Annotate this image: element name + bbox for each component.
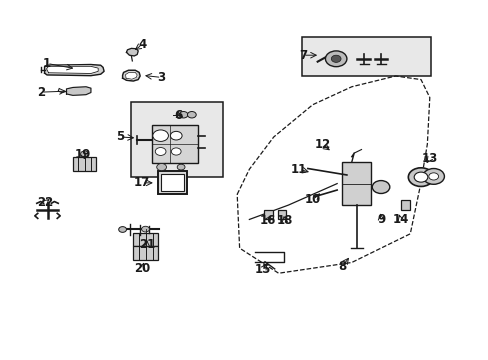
Polygon shape	[122, 70, 140, 81]
Text: 11: 11	[290, 163, 306, 176]
Circle shape	[177, 164, 184, 170]
Circle shape	[325, 51, 346, 67]
Circle shape	[153, 130, 168, 141]
Polygon shape	[66, 87, 91, 95]
Text: 5: 5	[116, 130, 124, 144]
Text: 3: 3	[157, 71, 165, 84]
Text: 4: 4	[138, 38, 146, 51]
Text: 14: 14	[391, 213, 408, 226]
Text: 17: 17	[134, 176, 150, 189]
Polygon shape	[126, 48, 138, 56]
Circle shape	[81, 151, 88, 157]
Bar	[152, 125, 198, 163]
Polygon shape	[125, 72, 137, 79]
Bar	[133, 233, 158, 246]
Bar	[73, 157, 96, 171]
Text: 16: 16	[259, 214, 276, 227]
Text: 21: 21	[139, 238, 155, 251]
Bar	[133, 246, 158, 260]
Text: 9: 9	[376, 213, 385, 226]
Text: 2: 2	[37, 86, 45, 99]
Bar	[400, 201, 409, 211]
Text: 18: 18	[276, 214, 292, 227]
Bar	[264, 211, 272, 220]
Circle shape	[407, 168, 433, 186]
Text: 13: 13	[421, 152, 437, 165]
Circle shape	[171, 148, 181, 155]
Text: 15: 15	[254, 263, 271, 276]
Bar	[277, 211, 286, 220]
Circle shape	[119, 226, 126, 232]
Bar	[341, 162, 370, 205]
Polygon shape	[44, 64, 104, 76]
Bar	[131, 102, 222, 177]
Circle shape	[371, 181, 389, 193]
Text: 8: 8	[337, 260, 346, 273]
Circle shape	[187, 112, 196, 118]
Circle shape	[157, 163, 166, 171]
Circle shape	[142, 226, 149, 232]
Bar	[158, 171, 186, 194]
Circle shape	[170, 131, 182, 140]
Text: 22: 22	[38, 196, 54, 209]
Text: 6: 6	[174, 109, 183, 122]
Bar	[302, 37, 430, 76]
Text: 10: 10	[304, 193, 320, 206]
Polygon shape	[46, 66, 98, 73]
Circle shape	[155, 148, 165, 156]
Text: 12: 12	[314, 138, 330, 151]
Text: 7: 7	[298, 49, 306, 62]
Circle shape	[422, 168, 444, 184]
Circle shape	[413, 172, 427, 182]
Circle shape	[428, 173, 438, 180]
Text: 19: 19	[74, 148, 91, 161]
Circle shape	[330, 55, 340, 62]
Text: 20: 20	[134, 262, 150, 275]
Text: 1: 1	[43, 57, 51, 70]
Circle shape	[179, 112, 187, 118]
Bar	[161, 174, 183, 191]
